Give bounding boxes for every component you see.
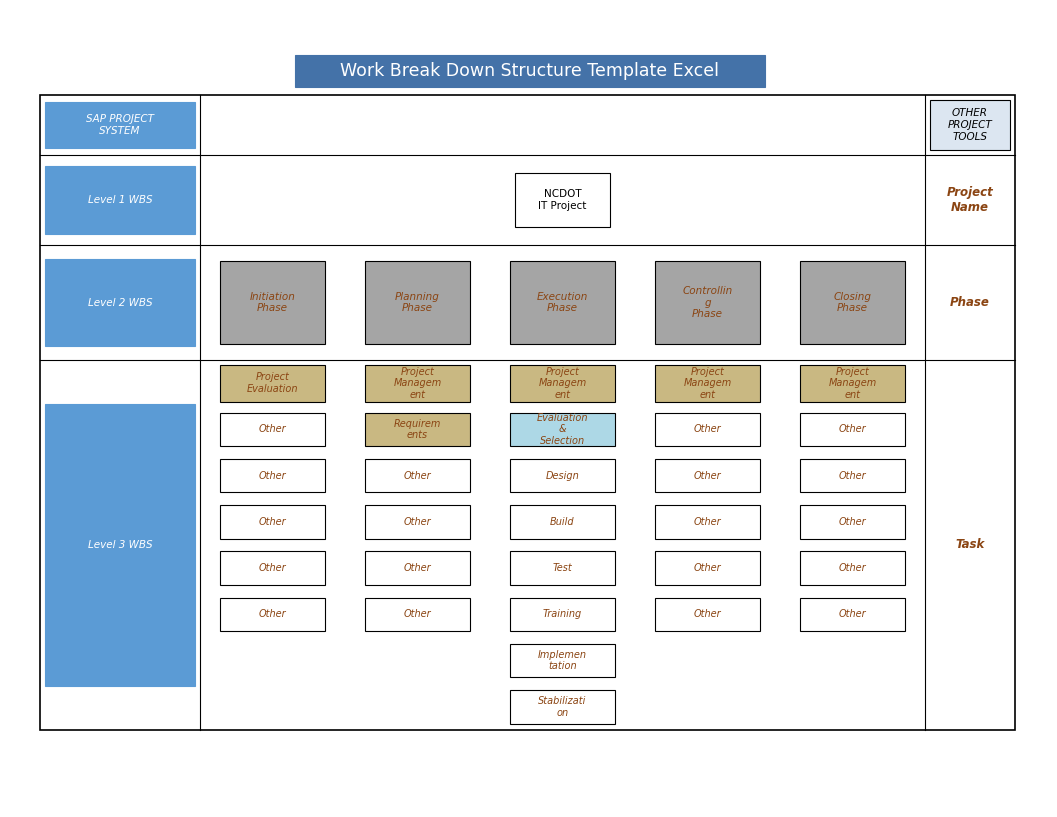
Bar [800,551,905,585]
Text: Other: Other [693,424,721,435]
Text: SAP PROJECT
SYSTEM: SAP PROJECT SYSTEM [86,114,154,136]
Bar [220,551,324,585]
Text: Other: Other [693,609,721,619]
Bar [511,505,615,538]
Bar [511,644,615,677]
Bar [655,261,760,344]
Text: Evaluation
&
Selection: Evaluation & Selection [537,413,589,446]
Bar [655,413,760,446]
Text: Work Break Down Structure Template Excel: Work Break Down Structure Template Excel [340,62,720,80]
Text: Build: Build [551,517,575,527]
Bar [220,364,324,402]
Text: Other: Other [404,471,431,480]
Bar [511,413,615,446]
Text: Other: Other [693,471,721,480]
Text: Other: Other [259,424,286,435]
Text: Other: Other [259,563,286,573]
Bar [220,505,324,538]
Text: Requirem
ents: Requirem ents [394,418,441,440]
Text: Design: Design [545,471,579,480]
Bar [655,598,760,631]
Bar [800,459,905,493]
Text: OTHER
PROJECT
TOOLS: OTHER PROJECT TOOLS [948,109,993,141]
Bar [220,459,324,493]
Bar [655,551,760,585]
Bar [511,690,615,724]
Text: NCDOT
IT Project: NCDOT IT Project [538,190,587,211]
Text: Phase: Phase [950,296,990,309]
Text: Planning
Phase: Planning Phase [395,292,440,313]
Bar [800,364,905,402]
Bar [220,598,324,631]
Bar [366,413,469,446]
Bar [45,259,194,346]
Text: Other: Other [838,471,867,480]
Text: Execution
Phase: Execution Phase [537,292,588,313]
Text: Other: Other [693,563,721,573]
Bar [516,173,610,227]
Text: Project
Evaluation: Project Evaluation [246,373,298,394]
Bar [655,459,760,493]
Text: Stabilizati
on: Stabilizati on [538,696,587,717]
Bar [45,404,194,685]
Bar [511,551,615,585]
Bar [45,102,194,148]
Bar [220,261,324,344]
Text: Other: Other [404,609,431,619]
Text: Level 1 WBS: Level 1 WBS [88,195,152,205]
Text: Project
Managem
ent: Project Managem ent [829,367,876,400]
Bar [511,598,615,631]
Text: Other: Other [259,517,286,527]
Text: Other: Other [838,609,867,619]
Text: Project
Managem
ent: Project Managem ent [684,367,731,400]
Text: Level 3 WBS: Level 3 WBS [88,540,152,550]
Text: Task: Task [956,538,985,551]
Text: Other: Other [259,609,286,619]
Bar [511,364,615,402]
Text: Other: Other [693,517,721,527]
Bar [220,413,324,446]
Bar [930,100,1010,150]
Bar [655,505,760,538]
Text: Closing
Phase: Closing Phase [834,292,872,313]
Bar [366,505,469,538]
Bar [366,261,469,344]
Bar [366,364,469,402]
Text: Project
Managem
ent: Project Managem ent [538,367,587,400]
Text: Other: Other [404,517,431,527]
Bar [800,413,905,446]
Bar [511,459,615,493]
Text: Other: Other [838,424,867,435]
Bar [40,95,1015,730]
Text: Other: Other [838,563,867,573]
Text: Implemen
tation: Implemen tation [538,650,587,672]
Bar [366,551,469,585]
Bar [511,261,615,344]
Text: Initiation
Phase: Initiation Phase [249,292,296,313]
Text: Test: Test [553,563,573,573]
Bar [366,459,469,493]
Text: Other: Other [259,471,286,480]
Text: Project
Managem
ent: Project Managem ent [393,367,442,400]
Bar [655,364,760,402]
Bar [800,598,905,631]
Text: Training: Training [543,609,582,619]
Text: Other: Other [404,563,431,573]
Text: Other: Other [838,517,867,527]
Text: Level 2 WBS: Level 2 WBS [88,297,152,307]
Bar [800,261,905,344]
Bar [800,505,905,538]
Bar [295,55,765,87]
Text: Project
Name: Project Name [947,186,994,214]
Text: Controllin
g
Phase: Controllin g Phase [683,286,733,319]
Bar [366,598,469,631]
Bar [45,166,194,234]
